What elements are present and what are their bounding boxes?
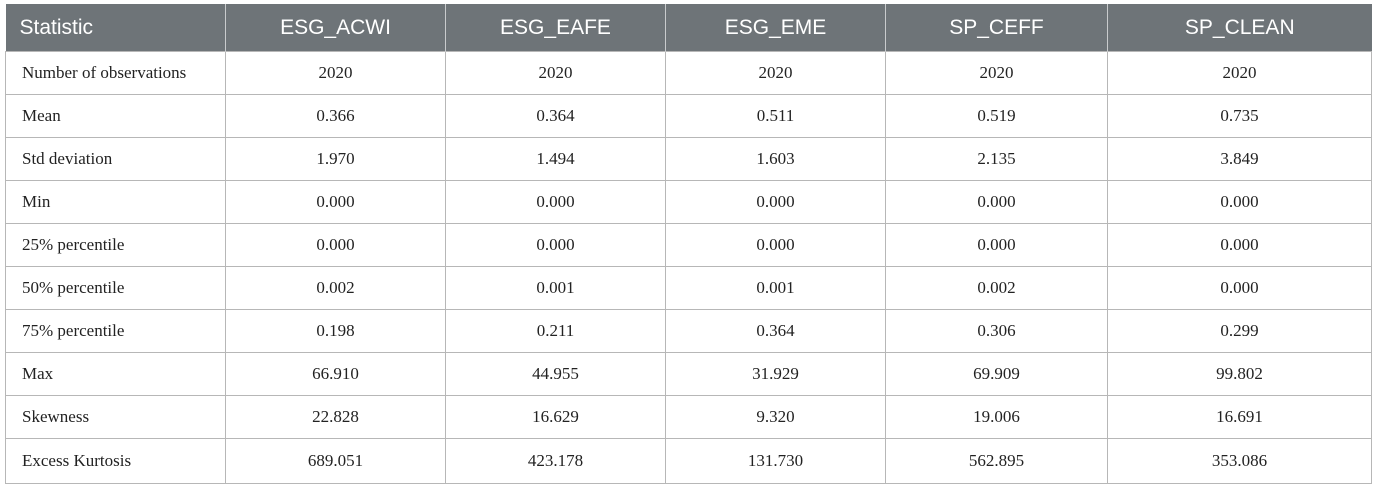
table-row: 50% percentile 0.002 0.001 0.001 0.002 0… — [5, 266, 1372, 310]
table-row: Mean 0.366 0.364 0.511 0.519 0.735 — [5, 94, 1372, 138]
header-row: Statistic ESG_ACWI ESG_EAFE ESG_EME SP_C… — [5, 4, 1372, 52]
table-cell: 0.000 — [665, 180, 886, 224]
table-row: Min 0.000 0.000 0.000 0.000 0.000 — [5, 180, 1372, 224]
table-cell: 0.306 — [885, 309, 1108, 353]
table-header: Statistic ESG_ACWI ESG_EAFE ESG_EME SP_C… — [5, 4, 1372, 52]
table-cell: 66.910 — [225, 352, 446, 396]
table-cell: 1.603 — [665, 137, 886, 181]
table-cell: 22.828 — [225, 395, 446, 439]
table-cell: 0.001 — [445, 266, 666, 310]
table-cell: 0.000 — [1107, 223, 1372, 267]
table-cell: 1.970 — [225, 137, 446, 181]
table-cell: 16.629 — [445, 395, 666, 439]
table-cell: 99.802 — [1107, 352, 1372, 396]
header-esg-eafe: ESG_EAFE — [445, 4, 666, 52]
table-cell: 16.691 — [1107, 395, 1372, 439]
table-cell: 423.178 — [445, 438, 666, 484]
table-cell: 2020 — [1107, 51, 1372, 95]
table-cell: 0.511 — [665, 94, 886, 138]
row-label: Skewness — [5, 395, 226, 439]
table-body: Number of observations 2020 2020 2020 20… — [5, 51, 1372, 484]
table-cell: 0.000 — [445, 180, 666, 224]
row-label: Max — [5, 352, 226, 396]
table-row: 25% percentile 0.000 0.000 0.000 0.000 0… — [5, 223, 1372, 267]
table-cell: 3.849 — [1107, 137, 1372, 181]
table-cell: 2.135 — [885, 137, 1108, 181]
header-sp-ceff: SP_CEFF — [885, 4, 1108, 52]
table-row: Skewness 22.828 16.629 9.320 19.006 16.6… — [5, 395, 1372, 439]
table-cell: 2020 — [445, 51, 666, 95]
table-cell: 2020 — [665, 51, 886, 95]
table-cell: 562.895 — [885, 438, 1108, 484]
table-cell: 0.519 — [885, 94, 1108, 138]
table-cell: 44.955 — [445, 352, 666, 396]
table-row: Excess Kurtosis 689.051 423.178 131.730 … — [5, 438, 1372, 484]
table-cell: 0.000 — [225, 180, 446, 224]
table-cell: 0.002 — [885, 266, 1108, 310]
table-cell: 2020 — [225, 51, 446, 95]
table-cell: 0.000 — [1107, 180, 1372, 224]
header-esg-eme: ESG_EME — [665, 4, 886, 52]
row-label: Excess Kurtosis — [5, 438, 226, 484]
table-cell: 131.730 — [665, 438, 886, 484]
table-cell: 0.002 — [225, 266, 446, 310]
table-cell: 0.000 — [445, 223, 666, 267]
table-row: Number of observations 2020 2020 2020 20… — [5, 51, 1372, 95]
row-label: 50% percentile — [5, 266, 226, 310]
header-sp-clean: SP_CLEAN — [1107, 4, 1372, 52]
table-cell: 0.299 — [1107, 309, 1372, 353]
table-cell: 2020 — [885, 51, 1108, 95]
table-cell: 19.006 — [885, 395, 1108, 439]
table-cell: 0.000 — [1107, 266, 1372, 310]
table-cell: 0.366 — [225, 94, 446, 138]
table-row: Std deviation 1.970 1.494 1.603 2.135 3.… — [5, 137, 1372, 181]
row-label: Min — [5, 180, 226, 224]
table-cell: 69.909 — [885, 352, 1108, 396]
table-cell: 0.198 — [225, 309, 446, 353]
table-cell: 0.000 — [885, 223, 1108, 267]
table-cell: 0.001 — [665, 266, 886, 310]
row-label: 25% percentile — [5, 223, 226, 267]
table-cell: 1.494 — [445, 137, 666, 181]
table-cell: 0.000 — [225, 223, 446, 267]
header-esg-acwi: ESG_ACWI — [225, 4, 446, 52]
table-cell: 689.051 — [225, 438, 446, 484]
table-cell: 0.735 — [1107, 94, 1372, 138]
table-cell: 0.000 — [885, 180, 1108, 224]
header-statistic: Statistic — [5, 4, 226, 52]
statistics-table: Statistic ESG_ACWI ESG_EAFE ESG_EME SP_C… — [5, 4, 1372, 484]
table-cell: 31.929 — [665, 352, 886, 396]
row-label: Mean — [5, 94, 226, 138]
table-row: Max 66.910 44.955 31.929 69.909 99.802 — [5, 352, 1372, 396]
table-cell: 0.000 — [665, 223, 886, 267]
table-cell: 9.320 — [665, 395, 886, 439]
table-row: 75% percentile 0.198 0.211 0.364 0.306 0… — [5, 309, 1372, 353]
row-label: Std deviation — [5, 137, 226, 181]
row-label: 75% percentile — [5, 309, 226, 353]
table-cell: 0.364 — [445, 94, 666, 138]
table-cell: 0.211 — [445, 309, 666, 353]
table-cell: 353.086 — [1107, 438, 1372, 484]
table-cell: 0.364 — [665, 309, 886, 353]
row-label: Number of observations — [5, 51, 226, 95]
